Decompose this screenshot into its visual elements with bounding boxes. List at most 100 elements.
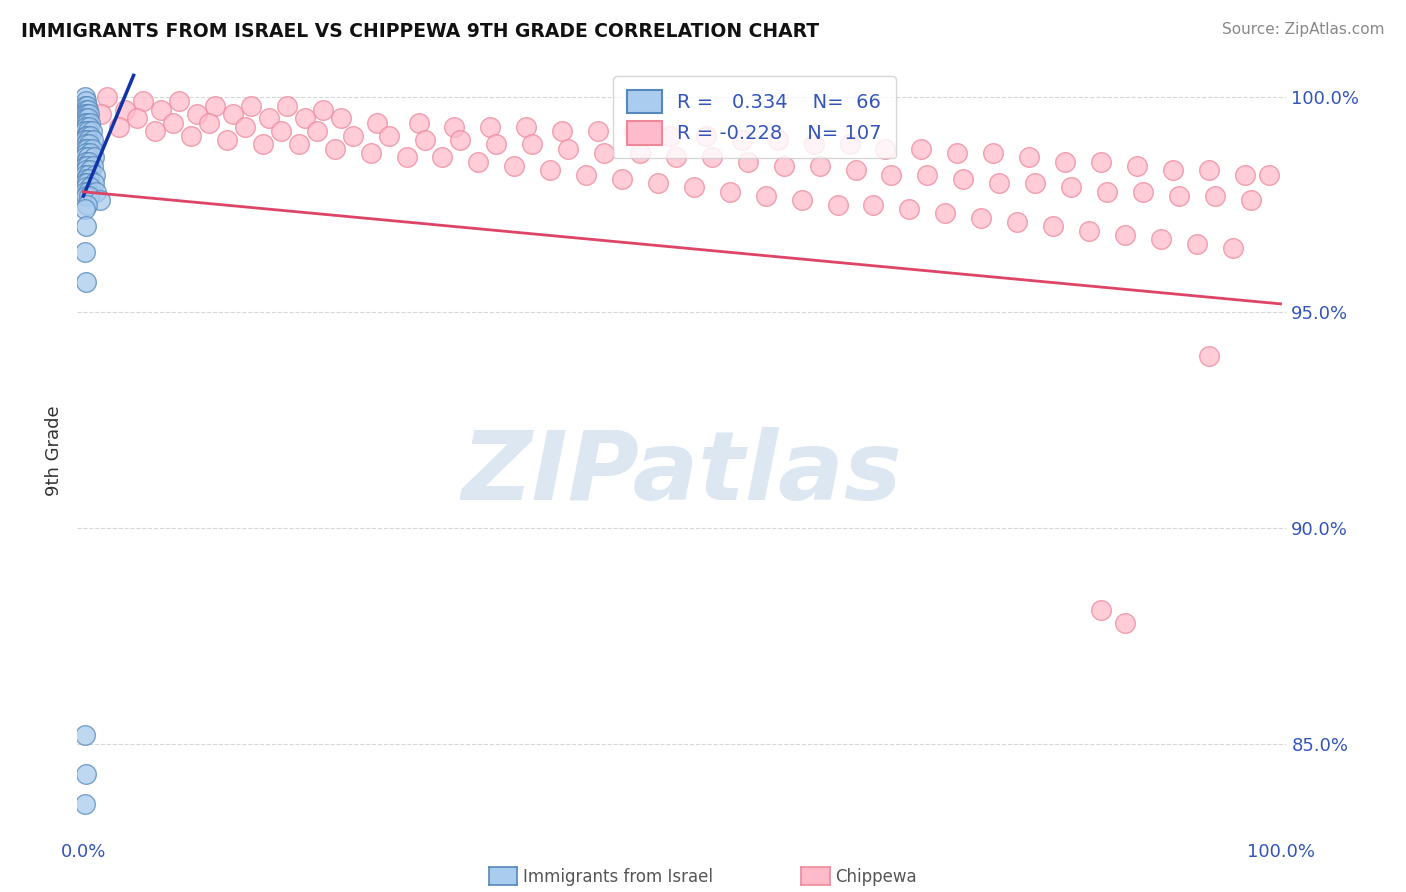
Point [1239,194,1261,208]
Point [79,120,101,134]
Point [1150,232,1173,246]
Point [76,98,98,112]
Point [981,145,1004,160]
Point [934,206,956,220]
Point [73,245,96,260]
Point [910,142,932,156]
Point [342,128,364,143]
Point [443,120,465,134]
Point [1078,223,1101,237]
Point [623,124,645,138]
Point [1005,215,1028,229]
Point [329,112,352,126]
Point [79,145,101,160]
Point [467,154,489,169]
Point [1257,168,1279,182]
Point [82,159,104,173]
Point [1132,185,1154,199]
Point [79,154,101,169]
Point [1095,185,1118,199]
Point [82,133,104,147]
Point [79,180,101,194]
Point [76,142,98,156]
Point [76,176,98,190]
Point [755,189,778,203]
Point [215,133,238,147]
Point [76,159,98,173]
Point [132,94,155,108]
Point [75,137,97,152]
Point [862,197,884,211]
Point [198,116,221,130]
Text: ZIPatlas: ZIPatlas [461,427,903,520]
Point [1114,227,1136,242]
Point [73,176,96,190]
Legend: R =   0.334    N=  66, R = -0.228    N= 107: R = 0.334 N= 66, R = -0.228 N= 107 [613,76,896,159]
Point [127,112,149,126]
Point [77,150,100,164]
Point [1090,154,1112,169]
Point [83,150,105,164]
Point [1042,219,1064,234]
Point [803,137,825,152]
Point [79,116,101,130]
Point [1167,189,1189,203]
Point [257,112,280,126]
Point [1126,159,1149,173]
Point [515,120,537,134]
Point [77,103,100,117]
Point [808,159,831,173]
Point [880,168,903,182]
Point [360,145,382,160]
Point [898,202,921,216]
Point [75,766,97,780]
Point [143,124,166,138]
Point [1222,241,1244,255]
Point [73,90,96,104]
Point [522,137,544,152]
Point [252,137,274,152]
Point [108,120,131,134]
Point [73,124,96,138]
Point [413,133,436,147]
Point [75,171,97,186]
Point [772,159,794,173]
Point [79,171,101,186]
Point [875,142,897,156]
Point [89,194,111,208]
Point [586,124,609,138]
Point [270,124,292,138]
Point [75,163,97,178]
Point [73,159,96,173]
Point [239,98,262,112]
Point [77,112,100,126]
Point [658,128,681,143]
Point [75,180,97,194]
Point [76,107,98,121]
Point [288,137,311,152]
Point [449,133,471,147]
Point [647,176,669,190]
Point [946,145,969,160]
Point [952,171,974,186]
Point [80,124,103,138]
Point [790,194,813,208]
Point [695,128,717,143]
Point [167,94,190,108]
Point [73,107,96,121]
Point [551,124,574,138]
Point [76,116,98,130]
Point [77,185,100,199]
Point [73,797,96,811]
Point [75,219,97,234]
Point [79,137,101,152]
Point [79,107,101,121]
Point [700,150,723,164]
Point [77,168,100,182]
Point [970,211,993,225]
Point [575,168,598,182]
Point [75,275,97,289]
Point [485,137,508,152]
Point [90,107,112,121]
Point [479,120,502,134]
